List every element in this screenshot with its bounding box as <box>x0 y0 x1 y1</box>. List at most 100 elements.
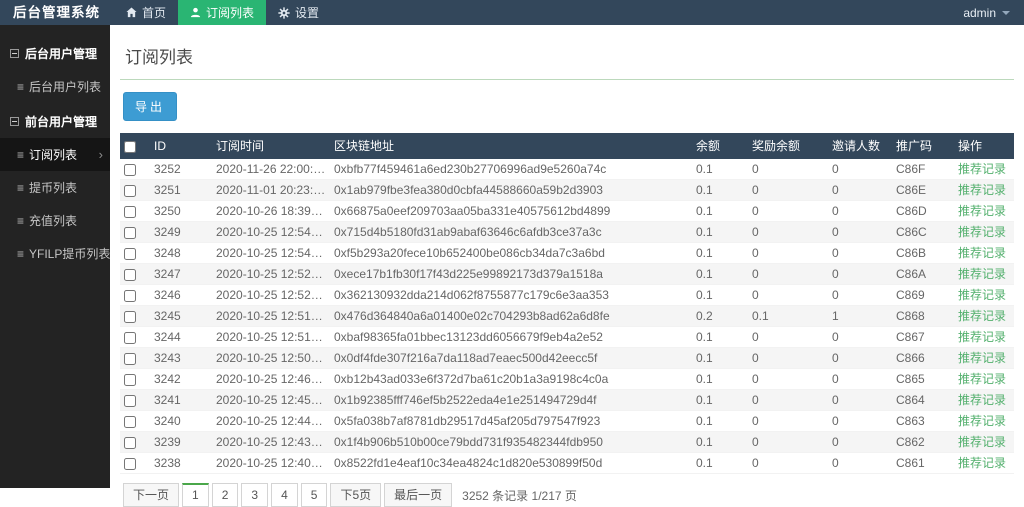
sidebar-section-front-users[interactable]: 前台用户管理 <box>0 103 110 138</box>
pagination-page-4[interactable]: 4 <box>271 483 298 507</box>
cell-balance: 0.1 <box>696 393 713 407</box>
cell-balance: 0.1 <box>696 225 713 239</box>
referral-records-link[interactable]: 推荐记录 <box>958 162 1007 176</box>
referral-records-link[interactable]: 推荐记录 <box>958 288 1007 302</box>
cell-blockchain-address: 0x1ab979fbe3fea380d0cbfa44588660a59b2d39… <box>334 183 603 197</box>
referral-records-link[interactable]: 推荐记录 <box>958 225 1007 239</box>
tab-home[interactable]: 首页 <box>114 0 178 25</box>
list-icon: ≡ <box>17 147 25 162</box>
pagination-btn-next[interactable]: 下一页 <box>123 483 180 507</box>
cell-reward-balance: 0 <box>752 435 759 449</box>
cell-reward-balance: 0 <box>752 267 759 281</box>
row-checkbox[interactable] <box>124 436 136 449</box>
cell-reward-balance: 0 <box>752 351 759 365</box>
export-button[interactable]: 导出 <box>123 92 178 121</box>
list-icon: ≡ <box>17 213 25 228</box>
referral-records-link[interactable]: 推荐记录 <box>958 372 1007 386</box>
cell-balance: 0.1 <box>696 162 713 176</box>
sidebar-item-label: 后台用户列表 <box>29 80 102 94</box>
referral-records-link[interactable]: 推荐记录 <box>958 183 1007 197</box>
pagination-page-2[interactable]: 2 <box>211 483 239 507</box>
cell-id: 3252 <box>154 162 181 176</box>
table-row: 3245 2020-10-25 12:51:42 0x476d364840a6a… <box>120 305 1014 327</box>
cell-subscription-time: 2020-10-25 12:44:23 <box>216 414 328 428</box>
cell-reward-balance: 0.1 <box>752 309 769 323</box>
cell-id: 3239 <box>154 435 181 449</box>
row-checkbox[interactable] <box>124 394 136 407</box>
tab-label: 首页 <box>142 6 167 20</box>
sidebar-item-withdraw-list[interactable]: ≡ 提币列表 <box>0 171 110 204</box>
cell-subscription-time: 2020-10-25 12:52:19 <box>216 288 328 302</box>
cell-reward-balance: 0 <box>752 183 759 197</box>
cell-blockchain-address: 0x1f4b906b510b00ce79bdd731f935482344fdb9… <box>334 435 603 449</box>
row-checkbox[interactable] <box>124 184 136 197</box>
cell-reward-balance: 0 <box>752 456 759 470</box>
tab-label: 订阅列表 <box>206 6 255 20</box>
row-checkbox[interactable] <box>124 331 136 344</box>
cell-reward-balance: 0 <box>752 162 759 176</box>
referral-records-link[interactable]: 推荐记录 <box>958 351 1007 365</box>
referral-records-link[interactable]: 推荐记录 <box>958 414 1007 428</box>
cell-invite-count: 1 <box>832 309 839 323</box>
user-menu[interactable]: admin <box>949 0 1024 25</box>
row-checkbox[interactable] <box>124 415 136 428</box>
pagination-btn-next5[interactable]: 下5页 <box>330 483 382 507</box>
referral-records-link[interactable]: 推荐记录 <box>958 204 1007 218</box>
sidebar-item-subscription-list[interactable]: ≡ 订阅列表 › <box>0 138 110 171</box>
referral-records-link[interactable]: 推荐记录 <box>958 267 1007 281</box>
pagination-page-5[interactable]: 5 <box>300 483 328 507</box>
cell-balance: 0.1 <box>696 414 713 428</box>
sidebar-section-admin-users[interactable]: 后台用户管理 <box>0 35 110 70</box>
cell-blockchain-address: 0xbfb77f459461a6ed230b27706996ad9e5260a7… <box>334 162 607 176</box>
cell-blockchain-address: 0x476d364840a6a01400e02c704293b8ad62a6d8… <box>334 309 610 323</box>
pagination-page-1[interactable]: 1 <box>182 483 209 507</box>
referral-records-link[interactable]: 推荐记录 <box>958 456 1007 470</box>
referral-records-link[interactable]: 推荐记录 <box>958 435 1007 449</box>
cell-promo-code: C863 <box>896 414 925 428</box>
row-checkbox[interactable] <box>124 247 136 260</box>
referral-records-link[interactable]: 推荐记录 <box>958 309 1007 323</box>
row-checkbox[interactable] <box>124 352 136 365</box>
table-row: 3250 2020-10-26 18:39:20 0x66875a0eef209… <box>120 201 1014 222</box>
cell-id: 3249 <box>154 225 181 239</box>
row-checkbox[interactable] <box>124 163 136 176</box>
sidebar-item-admin-user-list[interactable]: ≡ 后台用户列表 <box>0 70 110 103</box>
cell-reward-balance: 0 <box>752 414 759 428</box>
cell-subscription-time: 2020-10-25 12:54:57 <box>216 225 328 239</box>
pagination-page-3[interactable]: 3 <box>241 483 269 507</box>
cell-balance: 0.1 <box>696 435 713 449</box>
row-checkbox[interactable] <box>124 373 136 386</box>
row-checkbox[interactable] <box>124 457 136 470</box>
referral-records-link[interactable]: 推荐记录 <box>958 330 1007 344</box>
cell-promo-code: C86A <box>896 267 927 281</box>
row-checkbox[interactable] <box>124 268 136 281</box>
row-checkbox[interactable] <box>124 310 136 323</box>
cell-invite-count: 0 <box>832 204 839 218</box>
row-checkbox[interactable] <box>124 205 136 218</box>
referral-records-link[interactable]: 推荐记录 <box>958 246 1007 260</box>
cell-subscription-time: 2020-10-25 12:46:11 <box>216 372 327 386</box>
cell-balance: 0.1 <box>696 246 713 260</box>
cell-balance: 0.1 <box>696 204 713 218</box>
row-checkbox[interactable] <box>124 289 136 302</box>
cell-balance: 0.1 <box>696 351 713 365</box>
cell-id: 3250 <box>154 204 181 218</box>
pagination-btn-last[interactable]: 最后一页 <box>384 483 453 507</box>
sidebar-item-yfilp-withdraw-list[interactable]: ≡ YFILP提币列表 <box>0 237 110 270</box>
table-row: 3244 2020-10-25 12:51:15 0xbaf98365fa01b… <box>120 327 1014 348</box>
sidebar-item-recharge-list[interactable]: ≡ 充值列表 <box>0 204 110 237</box>
cell-id: 3240 <box>154 414 181 428</box>
collapse-icon <box>10 117 19 126</box>
row-checkbox[interactable] <box>124 226 136 239</box>
cell-blockchain-address: 0x5fa038b7af8781db29517d45af205d797547f9… <box>334 414 601 428</box>
tab-settings[interactable]: 设置 <box>266 0 331 25</box>
cell-invite-count: 0 <box>832 351 839 365</box>
cell-id: 3248 <box>154 246 181 260</box>
cell-invite-count: 0 <box>832 183 839 197</box>
column-header-address: 区块链地址 <box>330 133 692 159</box>
cell-id: 3247 <box>154 267 181 281</box>
referral-records-link[interactable]: 推荐记录 <box>958 393 1007 407</box>
column-header-balance: 余额 <box>692 133 748 159</box>
tab-subscription-list[interactable]: 订阅列表 <box>178 0 267 25</box>
select-all-checkbox[interactable] <box>124 140 136 153</box>
